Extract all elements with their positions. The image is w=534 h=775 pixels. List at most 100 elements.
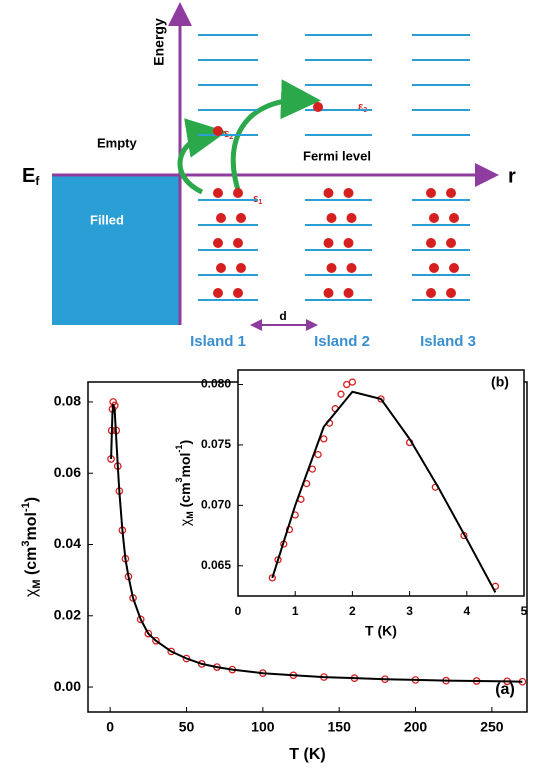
ef-label: Ef (22, 165, 40, 188)
fermi-label: Fermi level (303, 148, 371, 163)
electron (213, 126, 223, 136)
electron (343, 238, 354, 248)
electron (216, 263, 226, 273)
filled-label: Filled (90, 212, 124, 227)
x-tick-label: 150 (328, 719, 352, 735)
electron (233, 188, 243, 198)
x-axis-label: T (K) (365, 623, 397, 639)
electron (449, 213, 459, 223)
y-tick-label: 0.00 (54, 678, 81, 694)
ef-symbol: E (22, 165, 35, 187)
eps-sub: 2 (229, 134, 233, 141)
eps-symbol: ε (224, 128, 230, 140)
electron (326, 263, 337, 273)
y-label-part: χ (23, 588, 40, 597)
electron (216, 213, 226, 223)
y-tick-label: 0.02 (54, 606, 81, 622)
electron (313, 102, 323, 112)
y-label-part: ) (23, 497, 40, 502)
electron (323, 238, 334, 248)
y-axis-label: χM (cm3mol-1) (20, 497, 43, 597)
y-label-part: -1 (174, 445, 184, 453)
island-label: Island 2 (314, 333, 370, 350)
electron (233, 238, 243, 248)
y-label-part: 3 (174, 477, 184, 482)
y-label-part: mol (23, 512, 40, 540)
electron (429, 263, 439, 273)
y-tick-label: 0.06 (54, 464, 81, 480)
y-label-part: 3 (20, 540, 32, 546)
plot-frame (237, 369, 525, 597)
electron (426, 238, 436, 248)
fit-line (271, 390, 497, 593)
y-tick-label: 0.070 (201, 498, 231, 512)
x-tick-label: 0 (235, 604, 242, 618)
y-tick-label: 0.04 (54, 535, 81, 551)
electron (446, 288, 456, 298)
data-point (314, 450, 322, 459)
y-tick-label: 0.075 (201, 437, 231, 451)
electron (429, 213, 439, 223)
electron (233, 288, 243, 298)
x-tick-label: 100 (251, 719, 275, 735)
energy-label: Energy (151, 18, 167, 66)
y-label-part: -1 (20, 502, 32, 512)
eps-symbol: ε (253, 193, 259, 205)
y-label-part: χ (177, 518, 193, 526)
y-label-part: ) (177, 440, 193, 445)
electron (236, 213, 246, 223)
electron (449, 263, 459, 273)
x-axis-label: T (K) (289, 746, 325, 763)
data-point (182, 654, 191, 663)
r-label: r (508, 165, 516, 187)
y-tick-label: 0.065 (201, 558, 231, 572)
electron (346, 213, 357, 223)
epsilon-2: ε2 (224, 128, 233, 141)
diagram: Energy r Ef Empty Filled Fermi level ​ d… (22, 2, 516, 350)
panel-label: (b) (491, 374, 509, 390)
eps-sub: 1 (258, 199, 262, 206)
electron (446, 238, 456, 248)
y-label-part: M (31, 580, 43, 589)
data-point (348, 378, 357, 386)
electron (213, 188, 223, 198)
electron (213, 238, 223, 248)
island-label: Island 3 (420, 333, 476, 350)
y-tick-label: 0.08 (54, 393, 81, 409)
epsilon-3: ε3 (358, 101, 367, 114)
d-label: d (279, 309, 286, 323)
y-label-part: M (185, 511, 195, 519)
data-point (144, 629, 153, 638)
data-point (167, 647, 176, 656)
y-axis-label: χM (cm3mol-1) (174, 440, 195, 526)
data-point (337, 390, 345, 398)
electron (323, 188, 334, 198)
x-tick-label: 250 (480, 719, 504, 735)
y-label-part: (cm (23, 547, 40, 580)
electron (343, 188, 354, 198)
empty-label: Empty (97, 135, 138, 150)
ef-sub: f (35, 174, 40, 188)
x-tick-label: 2 (349, 604, 356, 618)
electron (213, 288, 223, 298)
x-tick-label: 50 (179, 719, 195, 735)
electron (346, 263, 357, 273)
x-tick-label: 4 (463, 604, 470, 618)
data-point (136, 615, 145, 624)
island-label: Island 1 (190, 333, 246, 350)
hop-arrow (230, 79, 321, 197)
hop-arrow (177, 118, 227, 195)
x-tick-label: 5 (521, 604, 528, 618)
data-point (320, 435, 328, 443)
data-point (152, 636, 160, 645)
x-tick-label: 3 (406, 604, 413, 618)
eps-symbol: ε (358, 101, 364, 113)
y-label-part: mol (177, 453, 193, 478)
epsilon-1: ε1 (253, 193, 262, 206)
panel-label: (a) (495, 681, 515, 698)
electron (236, 263, 246, 273)
x-tick-label: 1 (292, 604, 299, 618)
x-tick-label: 200 (404, 719, 428, 735)
y-label-part: (cm (177, 482, 193, 511)
electron (426, 288, 436, 298)
